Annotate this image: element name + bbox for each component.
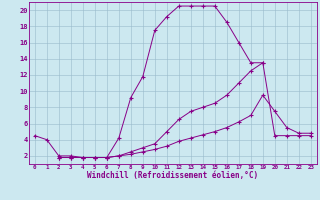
X-axis label: Windchill (Refroidissement éolien,°C): Windchill (Refroidissement éolien,°C) <box>87 171 258 180</box>
